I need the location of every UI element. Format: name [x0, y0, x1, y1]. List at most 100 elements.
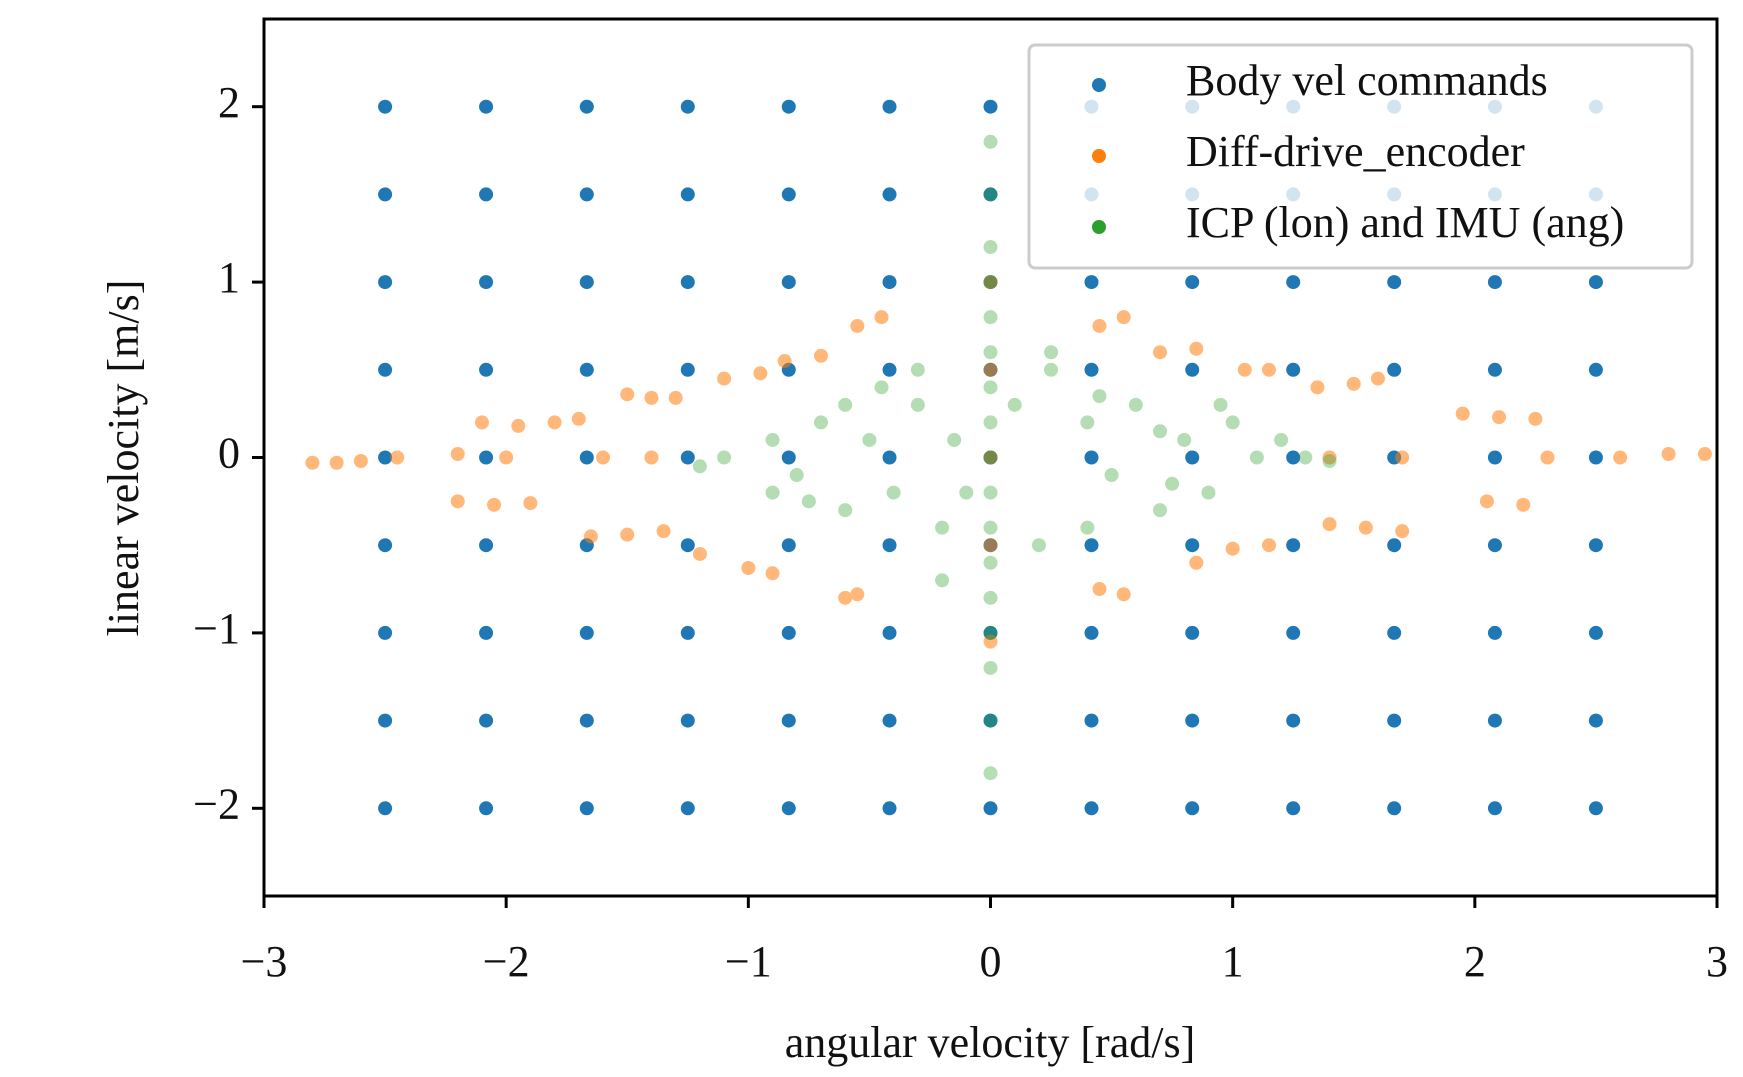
point	[983, 345, 998, 360]
point	[983, 555, 998, 570]
y-tick-label: −2	[193, 779, 240, 828]
point	[983, 187, 998, 202]
point	[983, 99, 998, 114]
point	[1487, 362, 1502, 377]
point	[1387, 538, 1402, 553]
point	[1201, 485, 1216, 500]
point	[378, 625, 393, 640]
point	[781, 801, 796, 816]
point	[1487, 713, 1502, 728]
point	[479, 625, 494, 640]
point	[777, 354, 792, 369]
point	[479, 362, 494, 377]
point	[1185, 538, 1200, 553]
point	[862, 432, 877, 447]
point	[353, 454, 368, 469]
point	[583, 529, 598, 544]
point	[983, 275, 998, 290]
point	[882, 625, 897, 640]
point	[1185, 801, 1200, 816]
point	[1104, 468, 1119, 483]
point	[479, 450, 494, 465]
point	[983, 801, 998, 816]
legend-marker	[1092, 149, 1106, 163]
x-tick-label: 3	[1706, 937, 1728, 986]
point	[983, 713, 998, 728]
point	[680, 625, 695, 640]
point	[983, 187, 998, 202]
point	[1185, 625, 1200, 640]
point	[1370, 371, 1385, 386]
point	[789, 468, 804, 483]
point	[479, 99, 494, 114]
point	[1286, 801, 1301, 816]
point	[680, 187, 695, 202]
point	[1225, 415, 1240, 430]
point	[680, 275, 695, 290]
point	[983, 660, 998, 675]
point	[882, 362, 897, 377]
point	[1116, 587, 1131, 602]
point	[1286, 275, 1301, 290]
point	[579, 99, 594, 114]
point	[692, 546, 707, 561]
point	[1185, 362, 1200, 377]
point	[838, 397, 853, 412]
point	[983, 240, 998, 255]
point	[1084, 625, 1099, 640]
point	[1528, 411, 1543, 426]
point	[1588, 713, 1603, 728]
point	[378, 362, 393, 377]
point	[1697, 446, 1712, 461]
point	[882, 538, 897, 553]
point	[882, 187, 897, 202]
point	[1213, 397, 1228, 412]
x-tick-label: 1	[1222, 937, 1244, 986]
point	[1298, 450, 1313, 465]
point	[680, 450, 695, 465]
point	[983, 134, 998, 149]
point	[378, 801, 393, 816]
point	[1487, 625, 1502, 640]
point	[579, 362, 594, 377]
point	[882, 275, 897, 290]
point	[1084, 801, 1099, 816]
point	[1261, 362, 1276, 377]
point	[644, 390, 659, 405]
point	[1588, 450, 1603, 465]
point	[1487, 538, 1502, 553]
point	[1080, 415, 1095, 430]
point	[886, 485, 901, 500]
point	[1153, 424, 1168, 439]
point	[1322, 517, 1337, 532]
x-tick-label: −1	[725, 937, 772, 986]
point	[1387, 713, 1402, 728]
point	[579, 187, 594, 202]
point	[983, 520, 998, 535]
point	[935, 573, 950, 588]
point	[378, 187, 393, 202]
point	[813, 415, 828, 430]
point	[1286, 450, 1301, 465]
point	[487, 497, 502, 512]
point	[1286, 625, 1301, 640]
point	[1274, 432, 1289, 447]
point	[983, 450, 998, 465]
point	[983, 485, 998, 500]
point	[1044, 362, 1059, 377]
y-tick-label: 2	[218, 78, 240, 127]
point	[1358, 520, 1373, 535]
point	[874, 380, 889, 395]
y-tick-label: 1	[218, 253, 240, 302]
point	[1165, 476, 1180, 491]
point	[910, 362, 925, 377]
point	[983, 766, 998, 781]
x-tick-label: 0	[980, 937, 1002, 986]
point	[838, 590, 853, 605]
point	[1237, 362, 1252, 377]
point	[874, 310, 889, 325]
point	[579, 801, 594, 816]
point	[1310, 380, 1325, 395]
point	[1322, 454, 1337, 469]
point	[1153, 503, 1168, 518]
